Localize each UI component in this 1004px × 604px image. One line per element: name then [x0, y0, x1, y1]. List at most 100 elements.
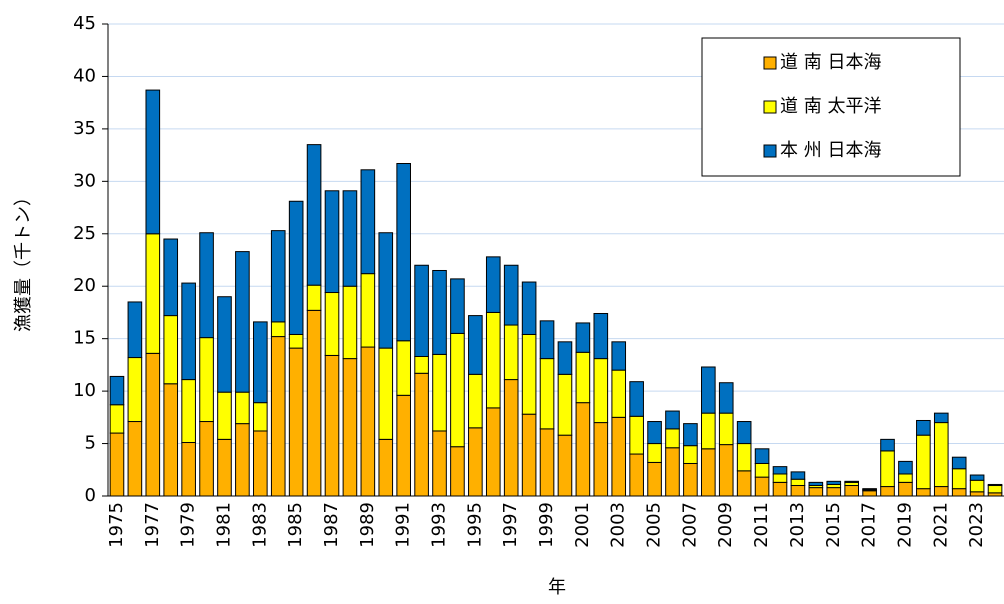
x-tick-label: 2009 — [715, 502, 736, 548]
bar — [127, 357, 143, 423]
bar — [718, 444, 734, 497]
bar — [808, 481, 824, 487]
x-tick-label: 1979 — [178, 502, 199, 548]
bar — [898, 481, 913, 497]
bar — [360, 346, 376, 497]
bar — [109, 404, 125, 434]
bar — [987, 485, 1003, 494]
bar — [647, 461, 662, 497]
bar — [468, 315, 483, 375]
bar — [629, 415, 644, 455]
bar — [683, 423, 698, 447]
bar — [557, 373, 573, 436]
bar — [539, 320, 555, 360]
x-tick-label: 1997 — [500, 502, 521, 548]
bar — [790, 485, 806, 497]
bar — [217, 391, 232, 440]
bar — [808, 487, 824, 497]
x-tick-label: 2023 — [966, 502, 987, 548]
bar — [611, 341, 627, 371]
bar — [109, 432, 125, 497]
y-tick-label: 5 — [85, 433, 96, 454]
bar — [145, 233, 161, 354]
bar — [235, 251, 250, 393]
x-tick-label: 2019 — [894, 502, 915, 548]
bar — [503, 379, 519, 497]
bar — [521, 281, 537, 335]
bar — [593, 422, 609, 497]
bar — [396, 340, 411, 396]
bar — [181, 442, 196, 497]
legend-label: 道 南 太平洋 — [780, 96, 881, 117]
bar — [253, 321, 268, 404]
bar — [450, 332, 465, 448]
x-tick-label: 2011 — [751, 502, 772, 548]
bar — [969, 479, 985, 493]
bar — [933, 486, 949, 497]
bar — [414, 372, 429, 497]
legend-swatch — [763, 144, 777, 158]
x-tick-label: 2015 — [823, 502, 844, 548]
bar — [557, 434, 573, 497]
x-tick-label: 1977 — [142, 502, 163, 548]
bar — [127, 421, 143, 497]
bar — [432, 269, 447, 355]
bar — [306, 284, 322, 311]
bar — [951, 488, 967, 497]
bar — [969, 474, 985, 481]
bar — [342, 285, 358, 360]
bar — [414, 355, 429, 374]
bar — [145, 89, 161, 235]
bar — [701, 412, 716, 450]
bar — [951, 468, 967, 490]
bar — [109, 375, 125, 406]
bar — [235, 423, 250, 497]
bar — [396, 394, 411, 497]
bar — [665, 410, 680, 430]
bar — [683, 445, 698, 464]
x-tick-label: 1995 — [464, 502, 485, 548]
bar — [253, 430, 268, 497]
y-tick-label: 20 — [73, 275, 96, 296]
bar — [718, 412, 734, 446]
bar — [270, 230, 286, 323]
bar — [199, 421, 214, 497]
bar — [665, 428, 680, 449]
bar — [862, 488, 877, 491]
bar — [432, 353, 447, 432]
y-tick-label: 0 — [85, 485, 96, 506]
bar — [306, 309, 322, 497]
bar — [485, 256, 501, 313]
bar — [754, 462, 770, 478]
bar — [521, 333, 537, 415]
bar — [521, 413, 537, 497]
y-axis-label: 漁獲量（千トン） — [13, 188, 34, 332]
bar — [324, 292, 340, 356]
bar — [629, 381, 644, 417]
bar — [736, 443, 752, 472]
bar — [969, 491, 985, 497]
bar — [485, 311, 501, 409]
bar — [468, 427, 483, 497]
bar — [503, 264, 519, 326]
y-tick-label: 30 — [73, 170, 96, 191]
bar — [360, 169, 376, 275]
x-tick-label: 1983 — [249, 502, 270, 548]
bar — [951, 456, 967, 470]
bar — [396, 163, 411, 342]
bar — [987, 483, 1003, 487]
bar — [163, 238, 179, 317]
x-axis-label: 年 — [548, 577, 566, 598]
bar — [342, 358, 358, 497]
legend-label: 本 州 日本海 — [780, 140, 881, 161]
bar — [270, 336, 286, 497]
legend-swatch — [763, 56, 777, 70]
x-tick-label: 1985 — [285, 502, 306, 548]
x-tick-label: 2005 — [644, 502, 665, 548]
bar — [701, 448, 716, 497]
bar — [432, 430, 447, 497]
x-tick-label: 2001 — [572, 502, 593, 548]
bar — [378, 347, 394, 440]
bar — [880, 486, 895, 497]
